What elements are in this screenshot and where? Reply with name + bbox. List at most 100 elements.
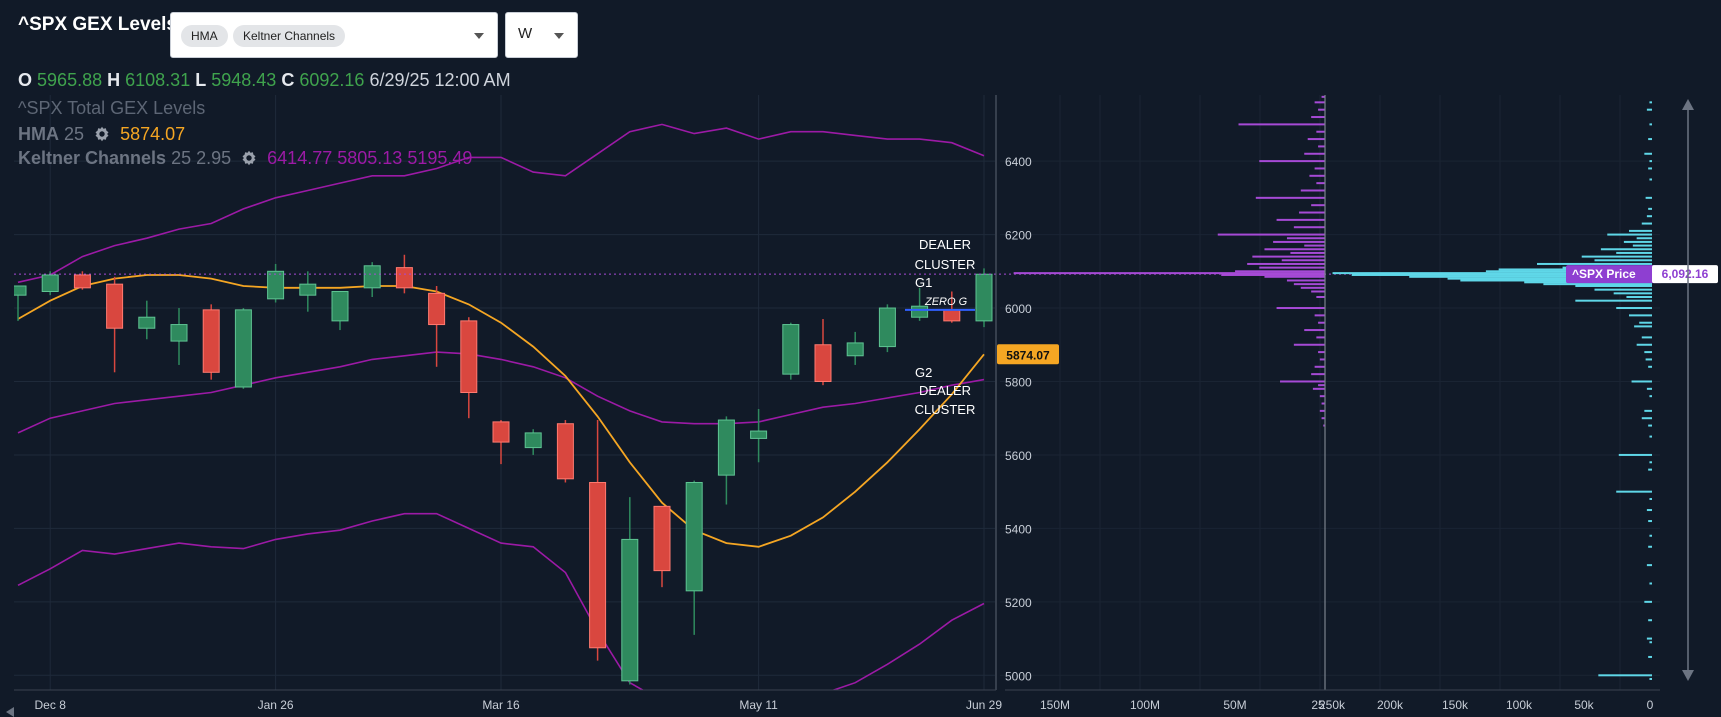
y-tick-label: 5600 [1005,449,1032,463]
gex-put-bar [1543,283,1652,286]
spx-price-value: 6,092.16 [1662,267,1709,281]
gex-put-bar [1409,275,1652,278]
gex-put-bar [1649,461,1652,464]
gex-put-bar [1648,545,1652,548]
candle-body [492,421,510,443]
gex-put-bar [1646,387,1652,390]
x-tick-label: Mar 16 [482,698,520,712]
candle-body [685,481,703,592]
gex-call-bar [1323,424,1325,427]
gex-put-bar [1632,244,1652,247]
gex-call-bar [1259,160,1325,163]
gex-call-bar [1304,329,1325,332]
gex-put-bar [1623,240,1652,243]
gex-call-bar [1314,314,1325,317]
open-value: 5965.88 [37,70,103,90]
gex-put-bar [1641,222,1652,225]
page-title: ^SPX GEX Levels [18,14,177,35]
gex-x-tick-label: 50k [1574,698,1594,712]
gex-x-tick-label: 150M [1040,698,1070,712]
gex-call-bar [1300,286,1325,289]
keltner-upper-value: 6414.77 [267,148,333,168]
candle-body [460,320,478,394]
gex-put-bar [1594,288,1652,291]
gex-call-bar [1321,95,1325,98]
gex-x-tick-label: 100k [1506,698,1533,712]
gear-icon[interactable] [240,149,258,167]
gex-call-bar [1314,101,1325,104]
gex-put-bar [1631,380,1652,383]
gex-put-bar [1600,248,1652,251]
candle-body [428,292,446,326]
gex-put-bar [1537,262,1652,265]
chevron-down-icon[interactable] [474,33,484,39]
gex-put-bar [1649,101,1652,104]
gex-call-bar [1319,358,1325,361]
gex-call-bar [1319,409,1325,412]
gex-put-bar [1351,273,1652,276]
low-value: 5948.43 [211,70,277,90]
interval-select[interactable]: W [505,12,578,58]
open-label: O [18,70,33,90]
spx-price-value-badge [1652,265,1718,284]
ohlc-readout: O 5965.88 H 6108.31 L 5948.43 C 6092.16 … [18,70,511,91]
close-label: C [281,70,295,90]
axes: 500052005400560058006000620064005874.07D… [6,95,1718,717]
hma-price-badge-text: 5874.07 [1006,348,1050,362]
indicators-select[interactable]: HMA Keltner Channels [170,12,498,58]
gear-icon[interactable] [93,125,111,143]
dealer-cluster-bottom-label: CLUSTER [915,402,976,417]
gex-put-bar [1649,178,1652,181]
scroll-down-icon [1682,670,1694,681]
gex-put-bar [1649,677,1652,680]
gex-put-bar [1636,343,1652,346]
gex-put-bar [1648,167,1652,170]
gex-put-bar [1646,509,1652,512]
candle-body [589,481,607,649]
spx-price-badge-label: ^SPX Price [1572,267,1636,281]
indicator-chip-hma[interactable]: HMA [181,25,228,47]
gex-put-bar [1649,534,1652,537]
gex-call-bar [1293,343,1325,346]
gex-call-bar [1321,417,1325,420]
candle-body [234,309,252,388]
gex-put-bar [1649,395,1652,398]
gex-call-bar [1013,272,1325,275]
keltner-upper-line [17,123,985,284]
x-tick-label: May 11 [739,698,778,712]
gex-call-bar [1321,402,1325,405]
keltner-legend-label: Keltner Channels [18,148,167,168]
gex-call-bar [1318,108,1325,111]
gex-put-bar [1645,196,1652,199]
gex-put-bar [1649,435,1652,438]
gex-call-bar [1311,373,1325,376]
gex-put-bar [1649,582,1652,585]
high-label: H [107,70,121,90]
candle-body [846,342,864,357]
gex-put-bar [1629,229,1652,232]
indicator-chip-keltner[interactable]: Keltner Channels [233,25,346,47]
high-value: 6108.31 [125,70,191,90]
candle-body [267,270,285,300]
candle-body [911,305,929,318]
gex-call-bar [1319,395,1325,398]
keltner-mid-value: 5805.13 [337,148,403,168]
scroll-left-icon [6,707,14,717]
gex-put-bar [1644,152,1652,155]
gex-put-bar [1594,259,1652,262]
gex-put-bar [1616,490,1652,493]
hma-line-path [17,274,985,548]
gex-call-bar [1264,275,1325,278]
gex-call-bar [1221,273,1325,276]
gex-call-bar [1316,296,1325,299]
gex-call-bar [1300,189,1325,192]
gex-call-bar [1318,145,1325,148]
gex-call-bar [1318,384,1325,387]
candle-body [975,273,993,322]
candle-body [750,430,768,439]
zero-g-label: ZERO G [924,296,968,308]
candle-body [363,265,381,289]
chevron-down-icon[interactable] [554,33,564,39]
gex-put-bar [1332,272,1652,275]
